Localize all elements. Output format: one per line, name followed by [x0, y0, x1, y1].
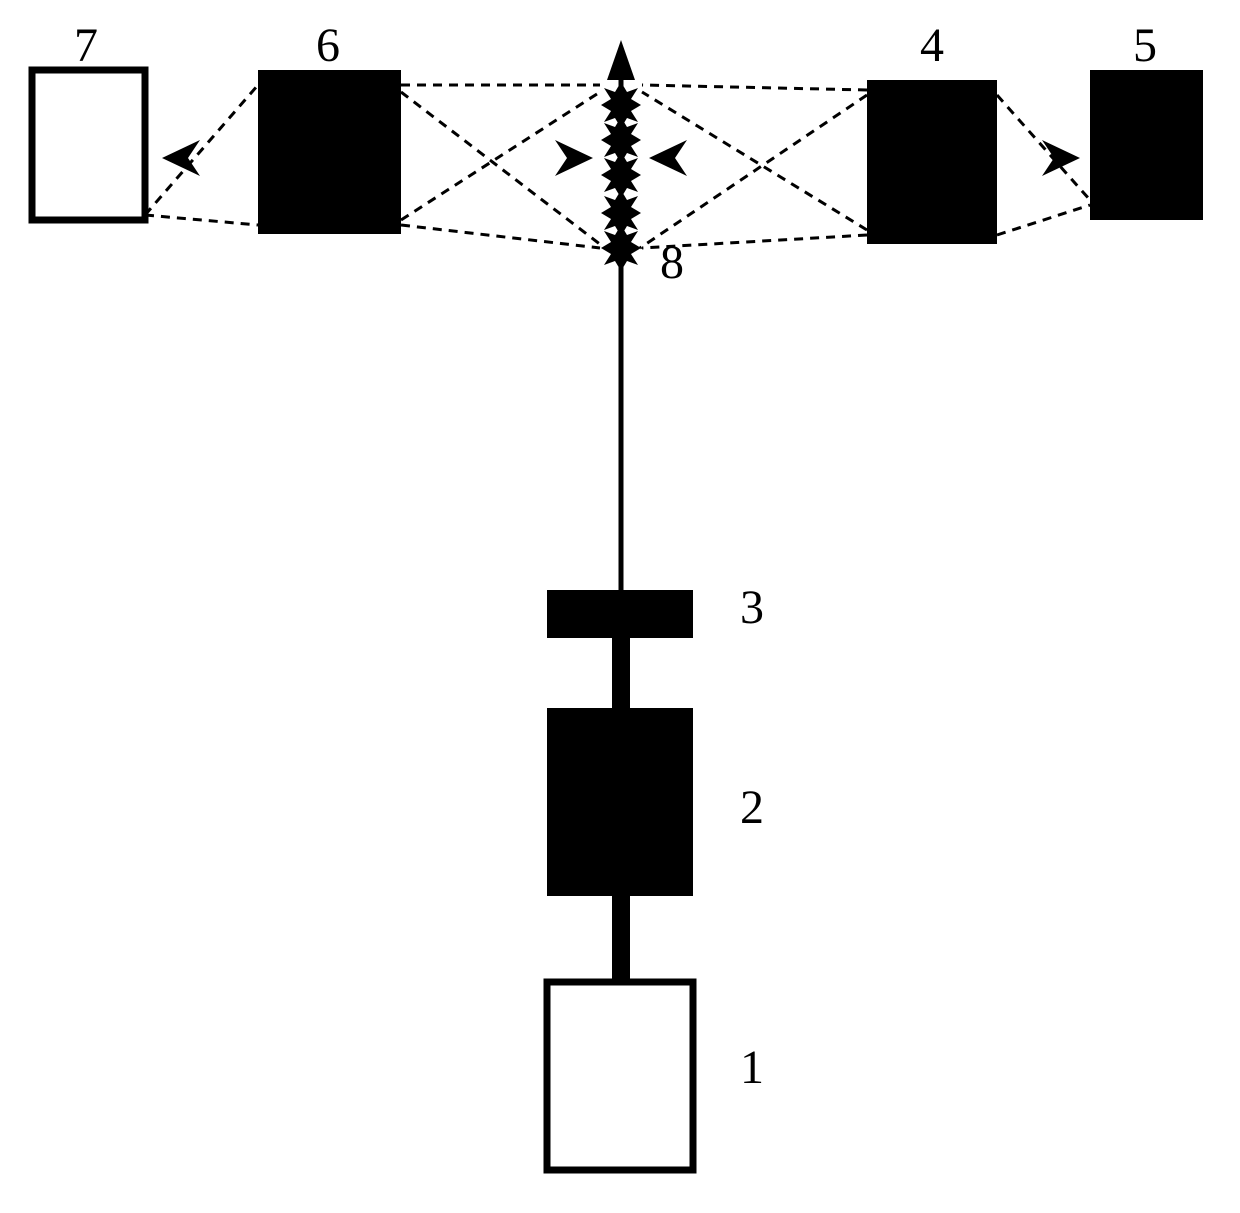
star-5 — [601, 225, 641, 271]
label-8: 8 — [660, 235, 684, 290]
arrow-far-left — [162, 140, 200, 176]
label-7: 7 — [74, 18, 98, 73]
stars-group — [601, 82, 641, 271]
arrow-top — [607, 40, 635, 80]
arrow-left-inner — [555, 140, 593, 176]
box-4 — [867, 80, 997, 244]
label-4: 4 — [920, 18, 944, 73]
label-6: 6 — [316, 18, 340, 73]
label-3: 3 — [740, 580, 764, 635]
box-6 — [258, 70, 401, 234]
label-5: 5 — [1133, 18, 1157, 73]
box-3 — [547, 590, 693, 638]
box-7 — [32, 70, 145, 220]
label-2: 2 — [740, 780, 764, 835]
box-2 — [547, 708, 693, 896]
arrow-right-inner — [649, 140, 687, 176]
diagram-svg — [0, 0, 1240, 1213]
box-5 — [1090, 70, 1203, 220]
arrow-far-right — [1042, 140, 1080, 176]
label-1: 1 — [740, 1040, 764, 1095]
schematic-diagram: 1 2 3 4 5 6 7 8 — [0, 0, 1240, 1213]
box-1 — [547, 982, 693, 1170]
